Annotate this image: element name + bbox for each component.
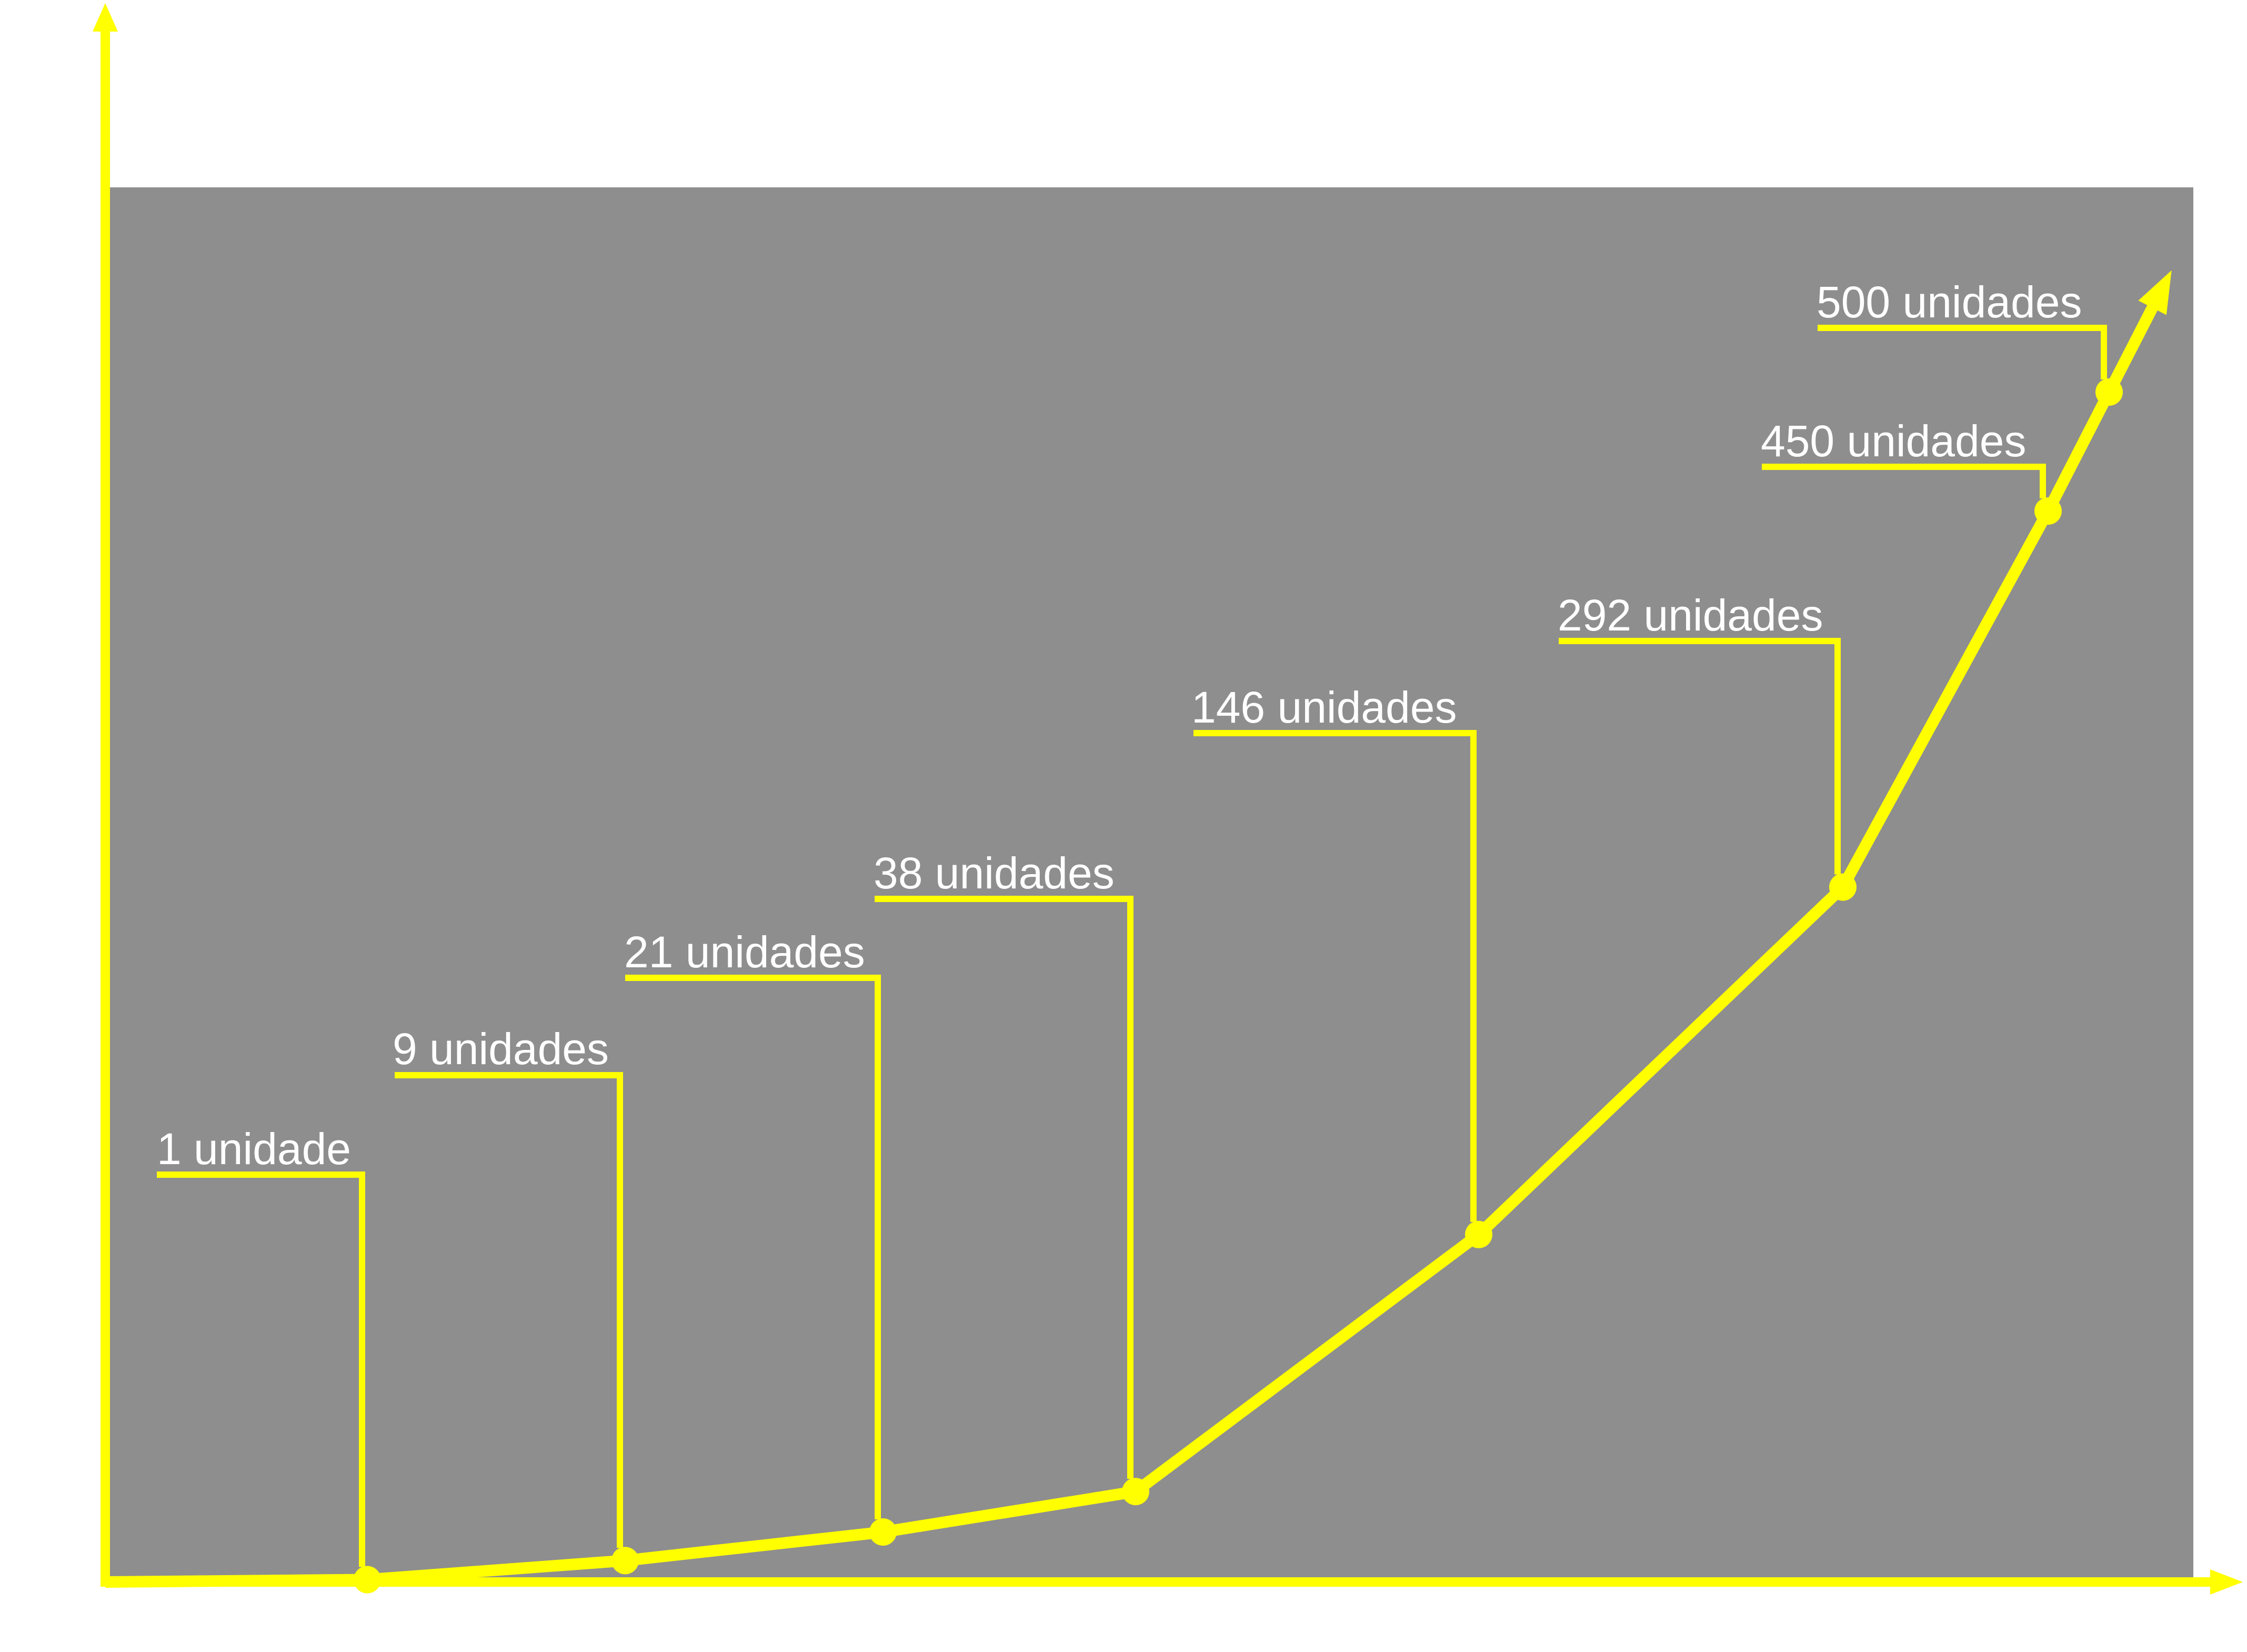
leader-line	[395, 1072, 623, 1548]
x-axis-arrow	[2210, 1569, 2243, 1595]
series-line	[105, 296, 2163, 1588]
data-label: 1 unidade	[157, 1124, 351, 1174]
label-leaders	[157, 325, 2107, 1567]
series-line-group	[105, 270, 2172, 1588]
leader-line	[625, 975, 881, 1520]
data-label: 450 unidades	[1761, 416, 2026, 466]
leader-line	[157, 1172, 365, 1567]
data-points	[354, 378, 2123, 1594]
data-label: 21 unidades	[624, 927, 865, 977]
axes	[93, 3, 2243, 1595]
series-arrowhead	[2138, 270, 2172, 315]
data-label: 146 unidades	[1191, 683, 1457, 732]
data-point	[2034, 497, 2062, 525]
data-label: 500 unidades	[1817, 277, 2082, 327]
y-axis-arrow	[93, 3, 118, 32]
data-point	[2095, 378, 2123, 406]
data-label: 38 unidades	[874, 848, 1115, 898]
data-label: 9 unidades	[393, 1024, 609, 1074]
leader-line	[1818, 325, 2107, 379]
data-label: 292 unidades	[1558, 590, 1823, 640]
data-point	[1122, 1478, 1149, 1506]
data-point	[869, 1518, 897, 1546]
data-point	[1829, 873, 1857, 901]
leader-line	[875, 896, 1133, 1479]
data-point	[611, 1547, 639, 1575]
data-point	[1465, 1220, 1492, 1248]
leader-line	[1193, 730, 1477, 1222]
plot-background	[109, 187, 2193, 1582]
leader-line	[1762, 464, 2046, 499]
leader-line	[1559, 638, 1841, 875]
